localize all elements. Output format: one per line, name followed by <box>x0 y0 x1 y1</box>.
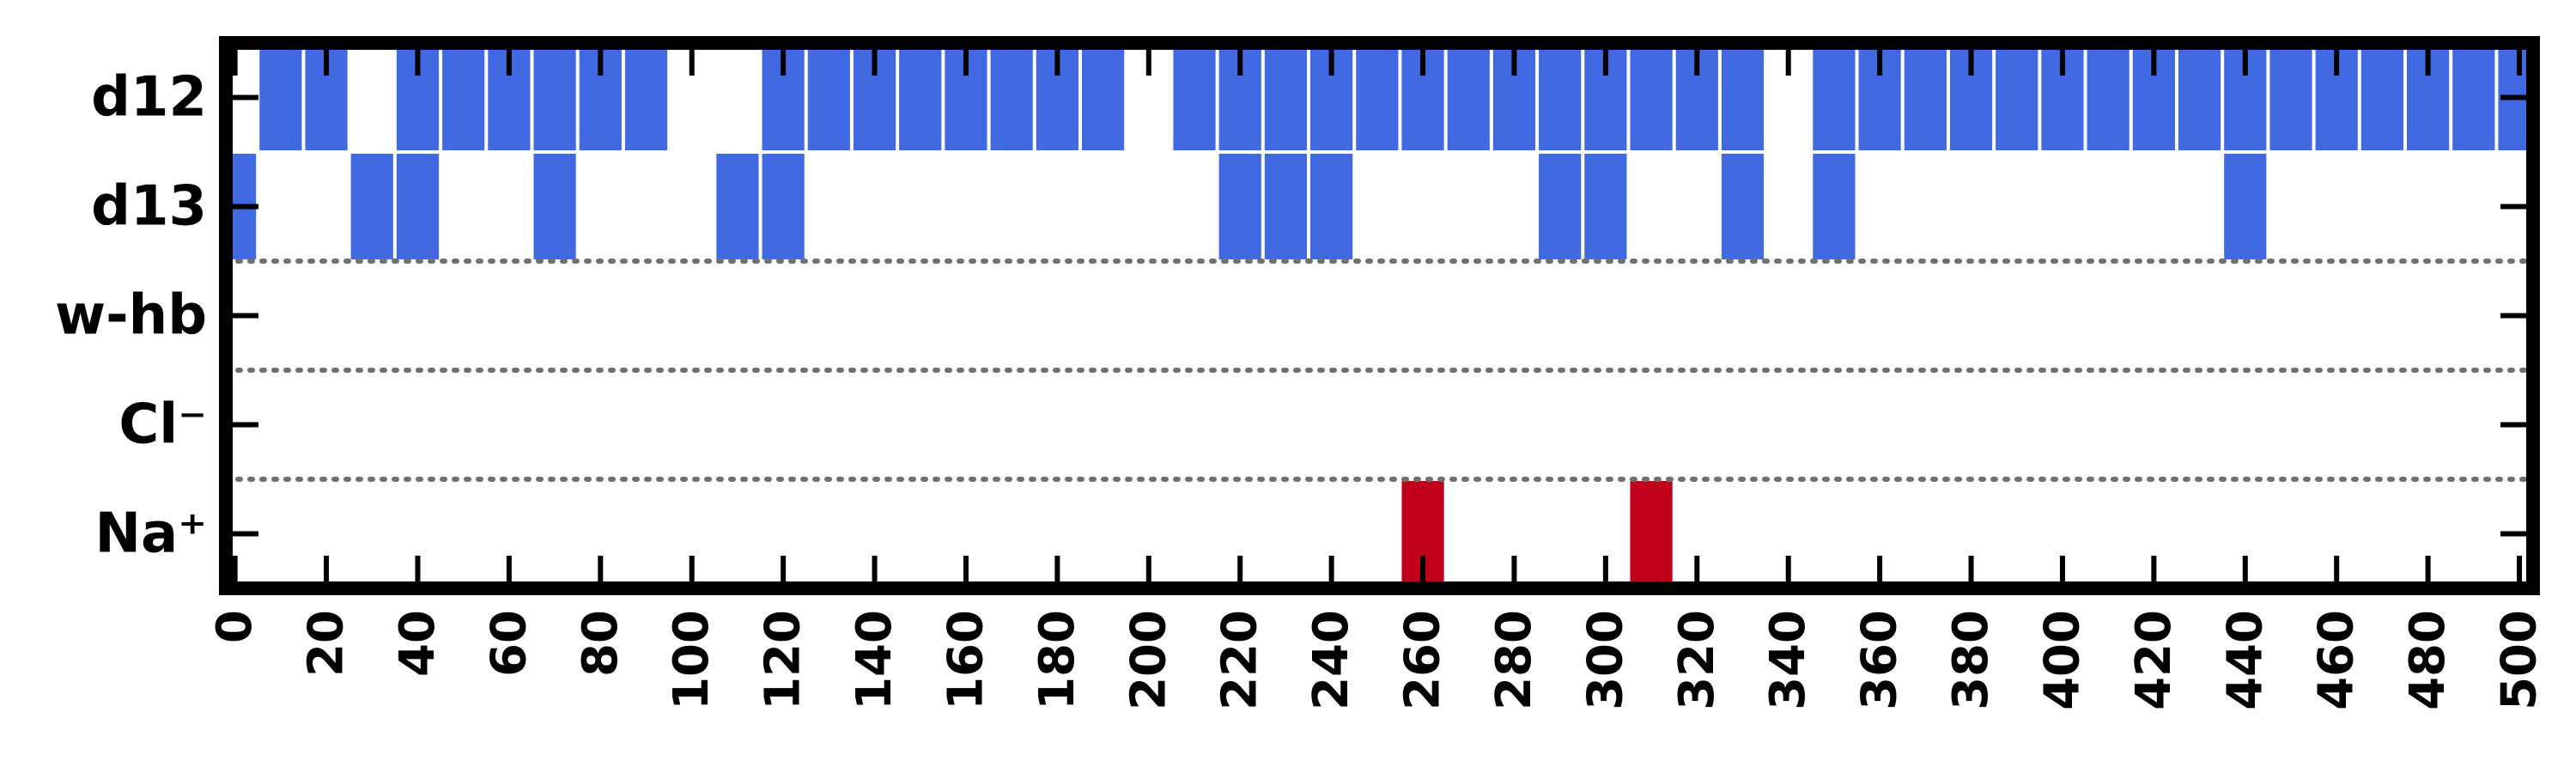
x-tick-label: 240 <box>1303 610 1359 710</box>
y-label: d13 <box>91 175 207 239</box>
x-tick-label: 40 <box>390 610 446 677</box>
event-bar <box>807 45 850 150</box>
x-tick-label: 440 <box>2217 610 2273 710</box>
x-tick-label: 260 <box>1395 610 1451 710</box>
x-tick-label: 400 <box>2034 610 2090 710</box>
y-label: Cl⁻ <box>118 393 207 457</box>
event-bar <box>533 154 576 259</box>
x-tick-label: 340 <box>1760 610 1816 710</box>
event-bar <box>1173 45 1216 150</box>
event-bar <box>1813 154 1856 259</box>
x-tick-label: 380 <box>1943 610 1999 710</box>
event-bar <box>1721 45 1765 150</box>
event-bar <box>2360 45 2404 150</box>
x-axis-labels: 0 20 40 60 80 100 120 140 160 180 200 220 240 260 280 3… <box>207 610 2547 710</box>
event-bar <box>2087 45 2129 150</box>
event-bar <box>2269 45 2312 150</box>
event-bar <box>533 45 576 150</box>
x-tick-label: 200 <box>1121 610 1176 710</box>
y-axis-labels: d12 d13 w-hb Cl⁻ Na⁺ <box>55 66 207 566</box>
y-label: d12 <box>91 66 207 130</box>
x-tick-label: 420 <box>2126 610 2182 710</box>
x-tick-label: 160 <box>938 610 993 710</box>
x-tick-label: 300 <box>1577 610 1633 710</box>
event-bar <box>990 45 1033 150</box>
event-bar <box>442 45 485 150</box>
event-bar <box>1539 154 1582 259</box>
event-bar <box>350 154 393 259</box>
x-tick-label: 0 <box>207 610 263 643</box>
x-tick-label: 100 <box>664 610 720 710</box>
x-tick-label: 180 <box>1030 610 1085 710</box>
x-tick-label: 480 <box>2400 610 2456 710</box>
event-bar <box>396 154 440 259</box>
x-tick-label: 220 <box>1212 610 1268 710</box>
event-bar <box>762 154 805 259</box>
event-bar <box>1904 45 1947 150</box>
group-separators <box>223 259 2536 482</box>
event-bar <box>1630 45 1673 150</box>
x-tick-label: 360 <box>1852 610 1908 710</box>
event-bar <box>1996 45 2038 150</box>
event-bar <box>1630 481 1673 587</box>
x-tick-label: 320 <box>1669 610 1725 710</box>
x-tick-label: 280 <box>1486 610 1542 710</box>
event-bar <box>1264 154 1308 259</box>
y-label: Na⁺ <box>94 502 207 566</box>
x-tick-label: 20 <box>299 610 355 677</box>
event-bar <box>1264 45 1308 150</box>
event-bar <box>1721 154 1765 259</box>
event-bar <box>1081 45 1125 150</box>
x-tick-label: 80 <box>573 610 629 677</box>
event-bar <box>2178 45 2221 150</box>
event-bar <box>1310 154 1353 259</box>
event-bar <box>259 45 302 150</box>
event-bar <box>1813 45 1856 150</box>
event-bar <box>1218 154 1261 259</box>
x-tick-label: 120 <box>756 610 811 710</box>
y-label: w-hb <box>55 284 207 348</box>
x-tick-label: 140 <box>847 610 902 710</box>
event-bar <box>1356 45 1399 150</box>
x-tick-label: 460 <box>2309 610 2365 710</box>
x-tick-label: 60 <box>481 610 537 677</box>
event-bar <box>2452 45 2495 150</box>
event-bar <box>1447 45 1490 150</box>
event-bar <box>1584 154 1627 259</box>
event-bar <box>624 45 668 150</box>
event-bar <box>2224 154 2267 259</box>
x-tick-label: 500 <box>2492 610 2548 710</box>
plot-frame <box>219 36 2540 595</box>
event-bar <box>716 154 759 259</box>
event-bar <box>1539 45 1582 150</box>
event-bar <box>899 45 942 150</box>
